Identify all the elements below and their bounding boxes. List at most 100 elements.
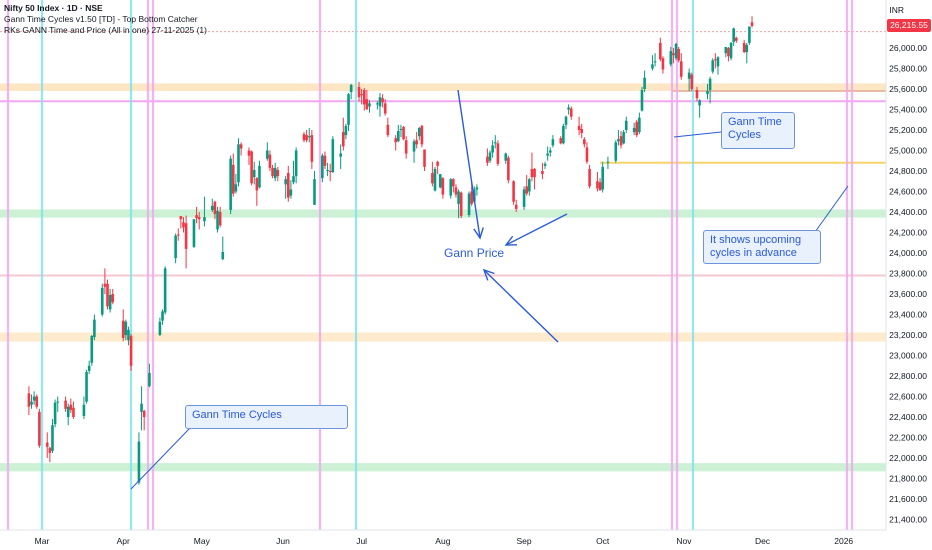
annotation-gann-time-cycles-right[interactable]: Gann Time Cycles <box>721 112 795 149</box>
candle-body <box>289 189 293 196</box>
candle-body <box>271 167 274 177</box>
candle-body <box>66 406 70 417</box>
candle <box>687 68 691 92</box>
candle <box>457 189 460 219</box>
candle-body <box>69 404 73 410</box>
candle <box>137 432 141 485</box>
annotation-upcoming-cycles[interactable]: It shows upcoming cycles in advance <box>703 230 821 264</box>
candle-body <box>635 121 639 136</box>
indicator-label-1[interactable]: Gann Time Cycles v1.50 [TD] - Top Bottom… <box>4 14 198 24</box>
candle <box>197 212 201 230</box>
candle <box>541 162 544 180</box>
candle-body <box>323 155 327 166</box>
candle <box>302 132 306 143</box>
candle <box>562 123 565 145</box>
candle-body <box>438 174 442 188</box>
candle <box>724 46 728 58</box>
annotation-gann-time-cycles-bottom[interactable]: Gann Time Cycles <box>185 405 348 429</box>
candle <box>32 391 36 405</box>
candle-body <box>35 396 39 407</box>
candle <box>342 117 345 151</box>
candle <box>653 53 657 67</box>
candle-body <box>268 154 272 168</box>
candle-body <box>622 132 625 144</box>
candle-body <box>376 103 379 105</box>
candle-body <box>360 94 363 96</box>
candle-body <box>307 136 311 138</box>
candle <box>376 101 379 110</box>
candle <box>488 150 492 163</box>
candle-body <box>745 44 749 53</box>
candle-body <box>85 371 88 402</box>
candle-body <box>496 143 500 164</box>
candle <box>417 126 421 141</box>
candle <box>305 130 308 143</box>
candle-body <box>541 171 544 175</box>
candle <box>522 186 526 210</box>
candle <box>289 180 293 199</box>
currency-label: INR <box>889 5 904 15</box>
candle <box>748 26 751 45</box>
candle-body <box>38 411 41 446</box>
price-axis-label: 25,800.00 <box>889 64 927 74</box>
candle-body <box>347 94 350 125</box>
symbol-title[interactable]: Nifty 50 Index · 1D · NSE <box>4 3 103 13</box>
candle <box>716 56 720 75</box>
candle-body <box>643 77 646 89</box>
candle <box>339 144 342 169</box>
candle <box>624 116 628 134</box>
candle <box>452 178 455 193</box>
candle <box>38 408 41 448</box>
price-axis-label: 22,000.00 <box>889 453 927 463</box>
price-axis-label: 23,000.00 <box>889 351 927 361</box>
candle <box>394 135 397 151</box>
candle-body <box>294 150 298 177</box>
candle <box>273 162 277 182</box>
candle-body <box>124 321 128 335</box>
candle-body <box>378 97 382 107</box>
callout-pointer <box>814 185 849 233</box>
candle <box>184 215 188 269</box>
gann-price-band <box>0 83 886 92</box>
candle <box>106 279 109 310</box>
candle-body <box>412 141 416 152</box>
candle <box>69 398 73 413</box>
candle <box>349 83 353 100</box>
price-axis-label: 25,000.00 <box>889 146 927 156</box>
candle-body <box>142 410 146 417</box>
candle-body <box>163 268 167 313</box>
candle-body <box>488 152 492 161</box>
candle <box>695 86 699 102</box>
candle-body <box>420 125 424 145</box>
candle <box>213 200 217 220</box>
candle <box>742 39 746 54</box>
candle <box>635 119 639 138</box>
candle <box>365 90 369 110</box>
candle-body <box>423 149 426 167</box>
candle-body <box>486 156 489 163</box>
candle <box>239 142 243 156</box>
candle <box>216 206 219 233</box>
candle-body <box>525 186 528 194</box>
candle-body <box>140 403 143 412</box>
candle-body <box>669 51 673 65</box>
candle <box>548 147 552 157</box>
annotation-gann-price[interactable]: Gann Price <box>444 246 505 260</box>
candle <box>111 288 115 305</box>
indicator-label-2[interactable]: RKs GANN Time and Price (All in one) 27-… <box>4 25 207 35</box>
candle-body <box>651 64 654 69</box>
candle <box>569 106 573 120</box>
annotation-text: It shows upcoming cycles in advance <box>710 234 802 259</box>
candle-body <box>349 84 353 93</box>
candle <box>491 140 494 158</box>
candle-body <box>64 400 67 409</box>
candle <box>252 161 256 185</box>
candle-body <box>32 396 36 401</box>
candle <box>93 314 96 341</box>
price-axis-label: 23,400.00 <box>889 310 927 320</box>
candle-body <box>659 42 662 60</box>
candle <box>551 135 555 148</box>
price-axis-label: 24,600.00 <box>889 187 927 197</box>
candle-body <box>402 126 405 140</box>
